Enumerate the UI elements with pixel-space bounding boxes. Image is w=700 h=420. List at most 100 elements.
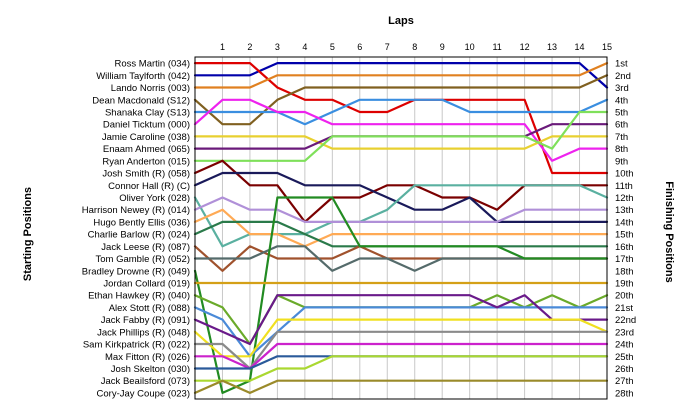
starting-label: Shanaka Clay (S13) — [105, 107, 190, 118]
finishing-label: 19th — [615, 278, 634, 289]
grid-lines — [221, 57, 608, 399]
lap-tick-label: 7 — [385, 42, 390, 52]
starting-label: Max Fitton (R) (026) — [105, 352, 190, 363]
driver-line — [193, 61, 609, 89]
driver-line — [193, 61, 609, 89]
finishing-label: 13th — [615, 205, 634, 216]
finishing-label: 21st — [615, 303, 633, 314]
starting-label: William Taylforth (042) — [96, 71, 190, 82]
starting-label: Ethan Hawkey (R) (040) — [88, 291, 190, 302]
driver-line — [193, 171, 609, 223]
lap-tick-label: 14 — [575, 42, 585, 52]
plot-frame — [194, 56, 608, 400]
starting-label: Ross Martin (034) — [115, 59, 191, 70]
lap-tick-label: 15 — [602, 42, 612, 52]
lap-tick-label: 13 — [547, 42, 557, 52]
finishing-labels: 1st2nd3rd4th5th6th7th8th9th10th11th12th1… — [615, 59, 636, 400]
driver-line — [193, 379, 609, 394]
lap-tick-label: 1 — [220, 42, 225, 52]
driver-line — [193, 98, 609, 162]
starting-label: Oliver York (028) — [119, 193, 190, 204]
driver-line — [193, 184, 609, 248]
starting-label: Josh Smith (R) (058) — [102, 169, 190, 180]
driver-line — [193, 208, 609, 248]
starting-label: Daniel Ticktum (000) — [103, 120, 190, 131]
lap-tick-label: 3 — [275, 42, 280, 52]
driver-line — [193, 98, 609, 126]
lap-tick-label: 2 — [247, 42, 252, 52]
starting-label: Jordan Collard (019) — [103, 278, 190, 289]
lap-tick-label: 9 — [440, 42, 445, 52]
starting-label: Alex Stott (R) (088) — [109, 303, 190, 314]
finishing-label: 23rd — [615, 327, 634, 338]
finishing-label: 26th — [615, 364, 634, 375]
starting-label: Charlie Barlow (R) (024) — [88, 230, 190, 241]
starting-label: Josh Skelton (030) — [111, 364, 190, 375]
starting-label: Jack Fabby (R) (091) — [101, 315, 190, 326]
finishing-label: 8th — [615, 144, 628, 155]
finishing-label: 1st — [615, 59, 628, 70]
finishing-label: 25th — [615, 352, 634, 363]
finishing-label: 28th — [615, 388, 634, 399]
lap-tick-label: 11 — [492, 42, 501, 52]
starting-label: Tom Gamble (R) (052) — [96, 254, 191, 265]
finishing-label: 9th — [615, 156, 628, 167]
lap-tick-label: 8 — [412, 42, 417, 52]
driver-line — [193, 135, 609, 150]
starting-label: Jack Leese (R) (087) — [101, 242, 190, 253]
finishing-label: 14th — [615, 217, 634, 228]
lap-tick-label: 4 — [302, 42, 307, 52]
starting-label: Lando Norris (003) — [111, 83, 190, 94]
starting-label: Jamie Caroline (038) — [102, 132, 190, 143]
driver-line — [193, 355, 609, 382]
finishing-label: 5th — [615, 107, 628, 118]
driver-line — [193, 159, 609, 223]
finishing-label: 24th — [615, 340, 634, 351]
finishing-label: 6th — [615, 120, 628, 131]
x-axis-title: Laps — [388, 15, 414, 27]
finishing-label: 12th — [615, 193, 634, 204]
finishing-label: 4th — [615, 95, 628, 106]
starting-label: Bradley Drowne (R) (049) — [82, 266, 190, 277]
starting-label: Enaam Ahmed (065) — [103, 144, 190, 155]
finishing-label: 11th — [615, 181, 633, 192]
finishing-label: 16th — [615, 242, 634, 253]
left-axis-title: Starting Positions — [22, 187, 34, 281]
starting-label: Jack Beailsford (073) — [101, 376, 190, 387]
finishing-label: 2nd — [615, 71, 631, 82]
starting-label: Cory-Jay Coupe (023) — [97, 388, 190, 399]
driver-line — [193, 196, 609, 394]
lap-ticks: 1 2 3 4 5 6 7 8 9 10 11 12 13 14 15 — [220, 42, 612, 52]
starting-label: Ryan Anderton (015) — [102, 156, 190, 167]
finishing-label: 3rd — [615, 83, 629, 94]
finishing-label: 15th — [615, 230, 634, 241]
starting-label: Harrison Newey (R) (014) — [82, 205, 190, 216]
starting-labels: Ross Martin (034)William Taylforth (042)… — [82, 59, 190, 400]
starting-label: Sam Kirkpatrick (R) (022) — [83, 340, 190, 351]
finishing-label: 18th — [615, 266, 634, 277]
finishing-label: 27th — [615, 376, 634, 387]
driver-line — [193, 196, 609, 223]
driver-lines — [193, 61, 609, 394]
driver-line — [193, 61, 609, 175]
finishing-label: 22nd — [615, 315, 636, 326]
driver-line — [193, 330, 609, 370]
lap-tick-label: 12 — [520, 42, 530, 52]
finishing-label: 7th — [615, 132, 628, 143]
starting-label: Hugo Bently Ellis (036) — [93, 217, 190, 228]
lap-tick-label: 5 — [330, 42, 335, 52]
starting-label: Connor Hall (R) (C) — [108, 181, 190, 192]
lap-tick-label: 6 — [357, 42, 362, 52]
driver-line — [193, 318, 609, 358]
driver-line — [193, 294, 609, 346]
driver-line — [193, 110, 609, 162]
lap-tick-label: 10 — [465, 42, 475, 52]
driver-line — [193, 342, 609, 370]
finishing-label: 10th — [615, 169, 634, 180]
right-axis-title: Finishing Positions — [663, 181, 675, 282]
finishing-label: 17th — [615, 254, 634, 265]
finishing-label: 20th — [615, 291, 634, 302]
starting-label: Dean Macdonald (S12) — [92, 95, 190, 106]
starting-label: Jack Phillips (R) (048) — [97, 327, 190, 338]
